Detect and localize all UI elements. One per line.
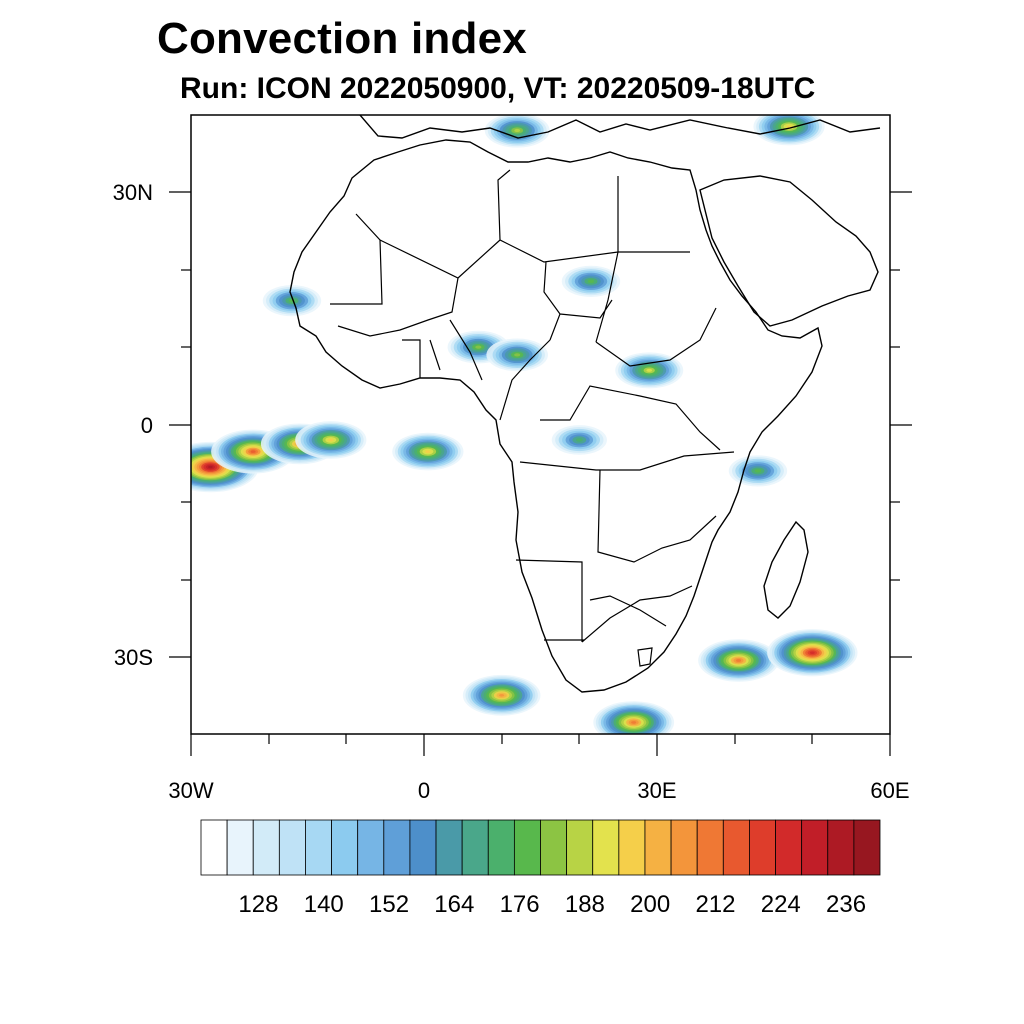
coastlines — [289, 115, 881, 693]
convection-contour — [631, 721, 637, 724]
y-tick-label: 30N — [113, 180, 153, 205]
colorbar-label: 236 — [826, 891, 866, 918]
madagascar-coastline — [763, 520, 809, 619]
colorbar-labels: 128 140 152 164 176 188 200 212 224 236 — [238, 891, 866, 918]
colorbar-box — [487, 819, 515, 876]
convection-field — [191, 115, 858, 734]
axis-labels: 30W 0 30E 60E 30N 0 30S — [113, 180, 910, 803]
axis-ticks — [169, 191, 912, 756]
colorbar — [200, 819, 881, 876]
convection-contour — [736, 659, 742, 662]
colorbar-box — [592, 819, 620, 876]
convection-contour — [575, 438, 583, 442]
x-tick-label: 60E — [870, 778, 909, 803]
colorbar-box — [696, 819, 724, 876]
convection-contour — [754, 469, 762, 473]
convection-contour — [646, 368, 653, 372]
y-tick-label: 30S — [114, 645, 153, 670]
colorbar-label: 200 — [630, 891, 670, 918]
y-tick-label: 0 — [141, 413, 153, 438]
colorbar-box — [670, 819, 698, 876]
convection-contour — [328, 438, 334, 442]
map-plot — [190, 114, 891, 735]
colorbar-box — [801, 819, 829, 876]
country-borders — [330, 169, 735, 667]
colorbar-box — [409, 819, 437, 876]
convection-contour — [475, 345, 482, 349]
x-tick-label: 30W — [168, 778, 213, 803]
europe-coastline — [359, 115, 881, 139]
colorbar-label: 176 — [500, 891, 540, 918]
colorbar-box — [226, 819, 254, 876]
arabia-coastline — [699, 175, 879, 327]
colorbar-box — [461, 819, 489, 876]
convection-contour — [425, 450, 431, 454]
colorbar-box — [722, 819, 750, 876]
convection-contour — [514, 128, 521, 133]
colorbar-label: 224 — [761, 891, 801, 918]
colorbar-box — [566, 819, 594, 876]
convection-contour — [208, 465, 213, 469]
colorbar-box — [305, 819, 332, 876]
africa-coastline — [289, 139, 823, 693]
colorbar-box — [618, 819, 646, 876]
convection-contour — [809, 651, 815, 654]
colorbar-box — [853, 819, 881, 876]
chart-subtitle: Run: ICON 2022050900, VT: 20220509-18UTC — [180, 72, 816, 105]
colorbar-box — [435, 819, 463, 876]
colorbar-label: 140 — [304, 891, 344, 918]
colorbar-box — [252, 819, 280, 876]
colorbar-box — [827, 819, 855, 876]
colorbar-label: 188 — [565, 891, 605, 918]
x-tick-label: 30E — [637, 778, 676, 803]
colorbar-box — [513, 819, 541, 876]
convection-contour — [587, 279, 595, 284]
colorbar-box — [644, 819, 672, 876]
colorbar-label: 164 — [434, 891, 474, 918]
colorbar-label: 212 — [695, 891, 735, 918]
convection-contour — [499, 693, 505, 697]
colorbar-label: 152 — [369, 891, 409, 918]
convection-contour — [250, 450, 256, 453]
colorbar-box — [200, 819, 228, 876]
colorbar-box — [775, 819, 803, 876]
colorbar-box — [278, 819, 306, 876]
border-lines — [330, 169, 735, 667]
x-tick-label: 0 — [418, 778, 430, 803]
convection-contour — [514, 353, 521, 357]
colorbar-label: 128 — [238, 891, 278, 918]
colorbar-box — [357, 819, 385, 876]
chart-title: Convection index — [157, 14, 527, 63]
colorbar-box — [540, 819, 568, 876]
colorbar-box — [331, 819, 359, 876]
colorbar-box — [749, 819, 776, 876]
colorbar-box — [383, 819, 411, 876]
